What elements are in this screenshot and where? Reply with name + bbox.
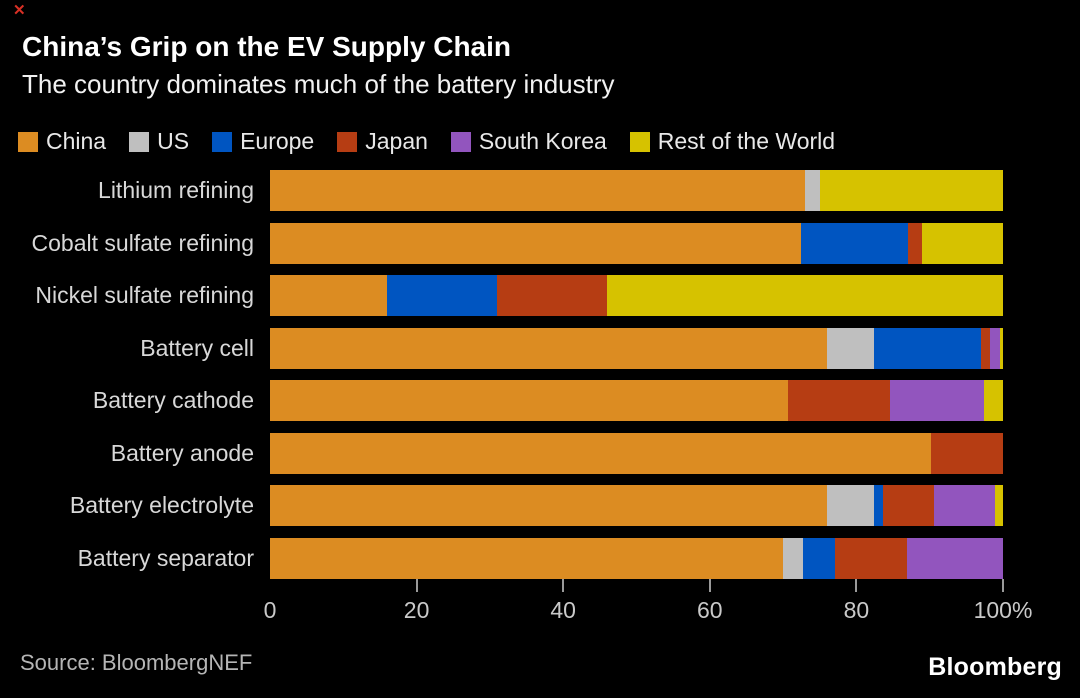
- x-axis-label-20: 20: [403, 597, 430, 623]
- bar-row-battery-cathode: Battery cathode: [0, 380, 1080, 421]
- bar-segment-rest-of-the-world: [1000, 327, 1003, 369]
- category-label: Battery separator: [77, 544, 254, 571]
- bar-segment-china: [270, 275, 388, 316]
- bar-segment-europe: [387, 275, 498, 316]
- chart-plot-area: Lithium refining Cobalt sulfate refining N…: [0, 170, 1080, 640]
- bar-segment-china: [270, 537, 784, 579]
- legend-item-japan: Japan: [337, 128, 428, 155]
- x-axis-label-80: 80: [843, 597, 870, 623]
- bar-segment-south-korea: [934, 485, 995, 526]
- bloomberg-logo: Bloomberg: [928, 653, 1062, 681]
- bar-segment-china: [270, 380, 789, 421]
- bar-segment-europe: [802, 537, 836, 579]
- bar-segment-japan: [907, 222, 923, 264]
- category-label: Nickel sulfate refining: [35, 282, 254, 308]
- category-label: Cobalt sulfate refining: [31, 229, 254, 256]
- x-axis-tick-60: [708, 579, 711, 592]
- legend-label: Japan: [365, 128, 428, 154]
- bar-row-battery-cell: Battery cell: [0, 327, 1080, 369]
- stacked-bar-battery-anode: [270, 432, 1003, 474]
- stacked-bar-battery-electrolyte: [270, 485, 1003, 526]
- legend-swatch-us: [129, 131, 150, 152]
- bar-segment-europe: [801, 222, 908, 264]
- source-credit: Source: BloombergNEF: [20, 650, 253, 675]
- bar-segment-japan: [931, 432, 1003, 474]
- bar-segment-china: [270, 485, 828, 526]
- bar-row-nickel-sulfate-refining: Nickel sulfate refining: [0, 275, 1080, 316]
- legend-label: China: [46, 128, 107, 154]
- bar-segment-us: [783, 537, 803, 579]
- legend-swatch-china: [18, 131, 38, 152]
- stacked-bar-lithium-refining: [270, 170, 1003, 211]
- x-axis-label-100: 100%: [973, 597, 1033, 623]
- bar-row-battery-anode: Battery anode: [0, 432, 1080, 474]
- bar-segment-europe: [873, 485, 883, 526]
- bar-segment-japan: [981, 327, 990, 369]
- stacked-bar-cobalt-sulfate-refining: [270, 222, 1003, 264]
- x-axis-label-60: 60: [697, 597, 723, 623]
- legend-label: South Korea: [478, 128, 607, 154]
- bar-segment-us: [827, 485, 874, 526]
- bar-segment-us: [827, 327, 874, 369]
- bar-segment-japan: [497, 275, 608, 316]
- legend-item-europe: Europe: [212, 128, 314, 155]
- x-axis-tick-20: [415, 579, 418, 592]
- bar-segment-rest-of-the-world: [922, 222, 1003, 264]
- bar-segment-china: [270, 432, 932, 474]
- legend-item-rest-of-the-world: Rest of the World: [629, 128, 836, 155]
- legend-swatch-south-korea: [450, 131, 471, 152]
- bar-segment-us: [805, 170, 820, 211]
- bar-segment-south-korea: [890, 380, 984, 421]
- legend: China US Europe Japan South Korea Rest of the…: [18, 128, 835, 155]
- chart-title: China’s Grip on the EV Supply Chain: [22, 31, 512, 62]
- bar-row-battery-separator: Battery separator: [0, 537, 1080, 579]
- bar-segment-rest-of-the-world: [994, 485, 1003, 526]
- category-label: Battery cathode: [92, 387, 254, 413]
- bar-segment-japan: [788, 380, 891, 421]
- x-axis-tick-80: [855, 579, 858, 592]
- legend-label: Europe: [240, 128, 315, 154]
- bar-segment-rest-of-the-world: [983, 380, 1003, 421]
- bar-segment-rest-of-the-world: [819, 170, 1003, 211]
- x-axis-tick-40: [562, 579, 565, 592]
- bar-segment-china: [270, 170, 806, 211]
- category-label: Lithium refining: [98, 177, 254, 203]
- category-label: Battery anode: [110, 439, 254, 466]
- legend-item-china: China: [18, 128, 106, 155]
- bar-segment-japan: [835, 537, 907, 579]
- bar-segment-south-korea: [989, 327, 1001, 369]
- legend-swatch-europe: [212, 131, 233, 152]
- chart-subtitle: The country dominates much of the batter…: [22, 69, 615, 99]
- x-axis-label-40: 40: [550, 597, 576, 623]
- bar-segment-rest-of-the-world: [607, 275, 1003, 316]
- bar-segment-japan: [882, 485, 935, 526]
- legend-item-south-korea: South Korea: [450, 128, 607, 155]
- x-axis-tick-100: [1002, 579, 1004, 592]
- legend-swatch-rest-of-the-world: [629, 131, 650, 152]
- legend-label: US: [157, 128, 190, 154]
- legend-item-us: US: [129, 128, 189, 155]
- corner-mark: ✕: [13, 2, 26, 19]
- bar-segment-south-korea: [906, 537, 1003, 579]
- bar-segment-china: [270, 222, 802, 264]
- x-axis-label-0: 0: [263, 597, 277, 623]
- bar-row-battery-electrolyte: Battery electrolyte: [0, 485, 1080, 526]
- bar-segment-europe: [873, 327, 981, 369]
- category-label: Battery electrolyte: [69, 492, 254, 518]
- stacked-bar-battery-cell: [270, 327, 1003, 369]
- category-label: Battery cell: [140, 334, 254, 361]
- bar-row-cobalt-sulfate-refining: Cobalt sulfate refining: [0, 222, 1080, 264]
- stacked-bar-battery-separator: [270, 537, 1003, 579]
- bar-row-lithium-refining: Lithium refining: [0, 170, 1080, 211]
- legend-label: Rest of the World: [657, 128, 836, 154]
- legend-swatch-japan: [337, 131, 358, 152]
- stacked-bar-battery-cathode: [270, 380, 1003, 421]
- stacked-bar-nickel-sulfate-refining: [270, 275, 1003, 316]
- bar-segment-china: [270, 327, 828, 369]
